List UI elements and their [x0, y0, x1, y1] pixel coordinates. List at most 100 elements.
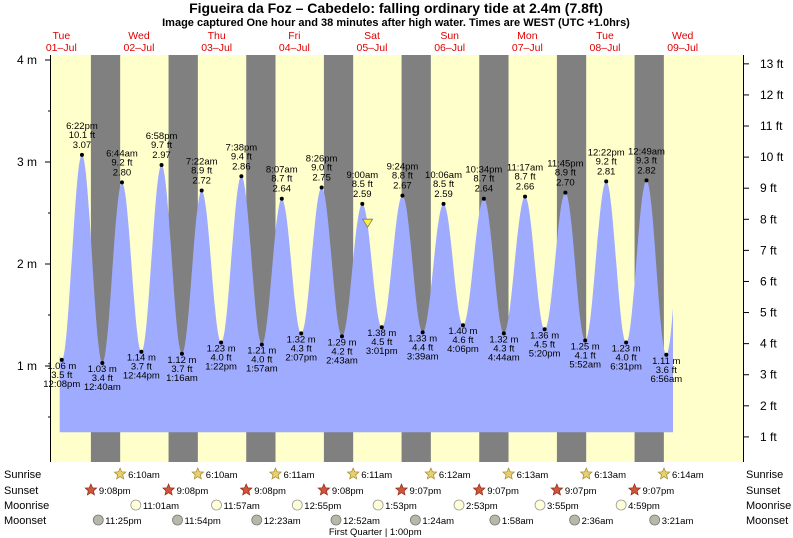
- sunrise-icon: [346, 467, 360, 480]
- low-tide-label: 1.32 m: [489, 334, 518, 345]
- high-tide-label: 8.7 ft: [514, 172, 535, 183]
- right-tick-label: 13 ft: [760, 57, 784, 71]
- high-tide-label: 9.0 ft: [311, 163, 332, 174]
- day-label-date: 04–Jul: [279, 42, 310, 54]
- low-tide-label: 4.0 ft: [211, 353, 232, 364]
- low-tide-label: 4.0 ft: [616, 353, 637, 364]
- moonset-time: 2:36am: [582, 516, 614, 527]
- moonset-time: 12:23am: [264, 516, 301, 527]
- low-tide-label: 3.6 ft: [656, 365, 677, 376]
- day-label-dow: Wed: [128, 30, 150, 42]
- day-label-date: 01–Jul: [46, 42, 77, 54]
- high-tide-label: 6:44am: [106, 148, 138, 159]
- moonrise-time: 3:55pm: [547, 501, 579, 512]
- sunrise-time: 6:12am: [439, 470, 471, 481]
- chart-title: Figueira da Foz – Cabedelo: falling ordi…: [189, 0, 603, 16]
- moonrise-icon: [291, 499, 303, 511]
- low-tide-dot: [501, 331, 506, 336]
- high-tide-label: 2.82: [637, 165, 656, 176]
- sunset-icon: [394, 483, 409, 496]
- sunset-icon: [550, 483, 564, 496]
- high-tide-dot: [644, 178, 649, 183]
- sunset-icon: [317, 483, 331, 496]
- low-tide-label: 1.29 m: [327, 337, 356, 348]
- sunset-row-label: Sunset: [4, 485, 38, 497]
- low-tide-label: 6:56am: [650, 374, 682, 385]
- high-tide-label: 2.59: [353, 189, 372, 200]
- low-tide-dot: [583, 338, 588, 343]
- high-tide-label: 2.80: [113, 167, 132, 178]
- left-tick-label: 3 m: [17, 155, 37, 169]
- high-tide-dot: [481, 196, 486, 201]
- moon-phase-note: First Quarter | 1:00pm: [329, 527, 422, 538]
- high-tide-label: 7:22am: [186, 157, 218, 168]
- low-tide-label: 1.11 m: [652, 356, 680, 367]
- right-tick-label: 8 ft: [760, 212, 777, 226]
- low-tide-dot: [59, 357, 64, 362]
- sunset-time: 9:07pm: [487, 486, 519, 497]
- sunset-time: 9:08pm: [332, 486, 364, 497]
- sunrise-time: 6:14am: [672, 470, 704, 481]
- low-tide-dot: [664, 352, 669, 357]
- high-tide-label: 10.1 ft: [69, 130, 96, 141]
- sunset-icon: [627, 483, 642, 496]
- high-tide-label: 9.4 ft: [231, 151, 252, 162]
- high-tide-label: 8.9 ft: [555, 168, 576, 179]
- high-tide-label: 2.97: [152, 150, 171, 161]
- day-label-dow: Wed: [672, 30, 694, 42]
- low-tide-dot: [259, 342, 264, 347]
- moonrise-icon: [453, 499, 465, 511]
- day-label-date: 05–Jul: [357, 42, 388, 54]
- sunrise-time: 6:10am: [128, 470, 160, 481]
- sunrise-row-label: Sunrise: [4, 469, 41, 481]
- high-tide-label: 2.67: [393, 181, 412, 192]
- low-tide-dot: [299, 331, 304, 336]
- high-tide-label: 9.7 ft: [151, 140, 172, 151]
- low-tide-label: 1:57am: [246, 364, 278, 375]
- high-tide-label: 10:34pm: [465, 165, 502, 176]
- high-tide-label: 2.75: [312, 173, 331, 184]
- sunset-time: 9:07pm: [410, 486, 442, 497]
- low-tide-label: 1.32 m: [287, 334, 316, 345]
- low-tide-label: 4.1 ft: [575, 351, 596, 362]
- high-tide-dot: [79, 152, 84, 157]
- high-tide-label: 8.7 ft: [473, 174, 494, 185]
- sunrise-icon: [268, 467, 283, 480]
- moonrise-icon: [211, 499, 222, 511]
- high-tide-dot: [523, 194, 528, 199]
- left-tick-label: 1 m: [17, 359, 37, 373]
- low-tide-label: 3.7 ft: [131, 362, 152, 373]
- sunset-time: 9:08pm: [177, 486, 209, 497]
- high-tide-dot: [279, 196, 284, 201]
- low-tide-label: 3:01pm: [366, 346, 398, 357]
- sunrise-icon: [579, 467, 593, 480]
- high-tide-label: 9.3 ft: [636, 155, 657, 166]
- sunrise-time: 6:10am: [206, 470, 238, 481]
- high-tide-label: 12:49am: [628, 146, 665, 157]
- high-tide-label: 9.2 ft: [111, 157, 132, 168]
- moonset-icon: [489, 514, 501, 526]
- day-label-date: 07–Jul: [512, 42, 543, 54]
- sunset-row-label-right: Sunset: [746, 485, 780, 497]
- sunrise-time: 6:13am: [594, 470, 626, 481]
- sunset-time: 9:08pm: [99, 486, 131, 497]
- left-tick-label: 4 m: [17, 53, 37, 67]
- sunset-icon: [162, 483, 176, 496]
- moonrise-time: 11:01am: [143, 501, 179, 512]
- low-tide-label: 4.0 ft: [251, 355, 272, 366]
- low-tide-label: 1:22pm: [205, 362, 237, 373]
- high-tide-label: 8.9 ft: [191, 166, 212, 177]
- moonset-icon: [330, 514, 342, 526]
- low-tide-label: 1.23 m: [612, 344, 641, 355]
- day-label-date: 02–Jul: [124, 42, 155, 54]
- sunrise-time: 6:11am: [284, 470, 315, 481]
- right-tick-label: 4 ft: [760, 337, 777, 351]
- day-label-date: 08–Jul: [590, 42, 621, 54]
- high-tide-label: 8:07am: [266, 165, 298, 176]
- low-tide-label: 5:52am: [569, 360, 601, 371]
- low-tide-label: 5:20pm: [529, 348, 561, 359]
- sunrise-time: 6:13am: [517, 470, 549, 481]
- low-tide-label: 4.6 ft: [452, 335, 473, 346]
- sunset-icon: [472, 483, 486, 496]
